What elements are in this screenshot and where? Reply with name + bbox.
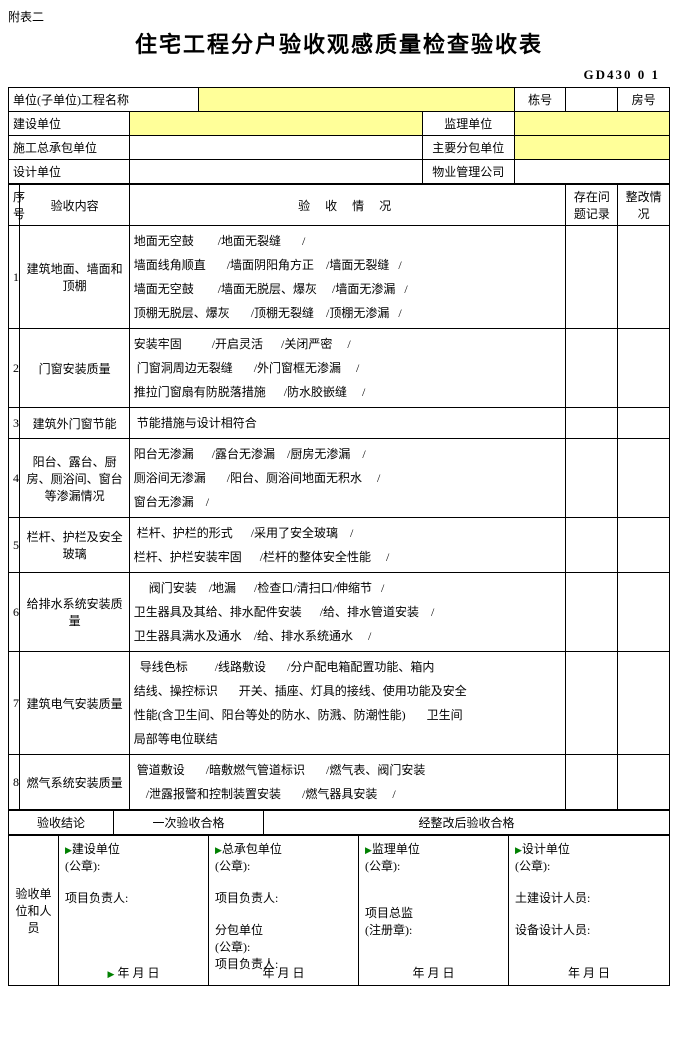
pass-once: 一次验收合格 [114,811,264,835]
row-issues[interactable] [566,439,618,518]
row-rectify[interactable] [618,652,670,755]
row-situation[interactable]: 栏杆、护栏的形式 /采用了安全玻璃 /栏杆、护栏安装牢固 /栏杆的整体安全性能 … [129,518,566,573]
conclusion-table: 验收结论 一次验收合格 经整改后验收合格 [8,810,670,835]
room-no-label: 房号 [618,88,670,112]
row-seq: 1 [9,226,20,329]
row-situation[interactable]: 地面无空鼓 /地面无裂缝 /墙面线角顺直 /墙面阴阳角方正 /墙面无裂缝 /墙面… [129,226,566,329]
row-rectify[interactable] [618,329,670,408]
row-issues[interactable] [566,573,618,652]
row-seq: 2 [9,329,20,408]
row-issues[interactable] [566,408,618,439]
col-rectify: 整改情况 [618,185,670,226]
signature-table: 验收单位和人员 ▶建设单位 (公章): 项目负责人: ▶ 年 月 日 ▶总承包单… [8,835,670,986]
property-mgmt-label: 物业管理公司 [422,160,514,184]
row-seq: 4 [9,439,20,518]
col-issues: 存在问题记录 [566,185,618,226]
design-unit-label: 设计单位 [9,160,130,184]
row-seq: 5 [9,518,20,573]
building-no-label: 栋号 [514,88,566,112]
row-situation[interactable]: 管道敷设 /暗敷燃气管道标识 /燃气表、阀门安装 /泄露报警和控制装置安装 /燃… [129,755,566,810]
row-issues[interactable] [566,755,618,810]
row-content: 燃气系统安装质量 [20,755,129,810]
inspection-table: 序号 验收内容 验 收 情 况 存在问题记录 整改情况 1建筑地面、墙面和顶棚地… [8,184,670,810]
row-content: 给排水系统安装质量 [20,573,129,652]
row-rectify[interactable] [618,518,670,573]
unit-project-label: 单位(子单位)工程名称 [9,88,199,112]
row-situation[interactable]: 安装牢固 /开启灵活 /关闭严密 / 门窗洞周边无裂缝 /外门窗框无渗漏 /推拉… [129,329,566,408]
tri-icon: ▶ [515,845,522,855]
row-issues[interactable] [566,329,618,408]
supervise-unit-label: 监理单位 [422,112,514,136]
sub-contractor-label: 主要分包单位 [422,136,514,160]
building-no-value[interactable] [566,88,618,112]
row-seq: 7 [9,652,20,755]
row-issues[interactable] [566,652,618,755]
row-seq: 3 [9,408,20,439]
row-situation[interactable]: 导线色标 /线路敷设 /分户配电箱配置功能、箱内结线、操控标识 开关、插座、灯具… [129,652,566,755]
supervise-unit-value[interactable] [514,112,669,136]
form-code: GD430 0 1 [8,67,670,83]
sub-contractor-value[interactable] [514,136,669,160]
row-content: 建筑地面、墙面和顶棚 [20,226,129,329]
row-content: 建筑外门窗节能 [20,408,129,439]
row-situation[interactable]: 阳台无渗漏 /露台无渗漏 /厨房无渗漏 /厕浴间无渗漏 /阳台、厕浴间地面无积水… [129,439,566,518]
conclusion-label: 验收结论 [9,811,114,835]
header-table: 单位(子单位)工程名称 栋号 房号 建设单位 监理单位 施工总承包单位 主要分包… [8,87,670,184]
contractor-value[interactable] [129,136,422,160]
row-rectify[interactable] [618,755,670,810]
row-content: 栏杆、护栏及安全玻璃 [20,518,129,573]
build-unit-label: 建设单位 [9,112,130,136]
row-issues[interactable] [566,518,618,573]
build-unit-value[interactable] [129,112,422,136]
design-unit-value[interactable] [129,160,422,184]
tri-icon: ▶ [365,845,372,855]
appendix-label: 附表二 [8,8,670,25]
property-mgmt-value[interactable] [514,160,669,184]
col-seq: 序号 [9,185,20,226]
row-content: 阳台、露台、厨房、厕浴间、窗台等渗漏情况 [20,439,129,518]
form-title: 住宅工程分户验收观感质量检查验收表 [8,27,670,59]
row-rectify[interactable] [618,226,670,329]
tri-icon: ▶ [215,845,222,855]
row-content: 建筑电气安装质量 [20,652,129,755]
sig-design[interactable]: ▶设计单位 (公章): 土建设计人员: 设备设计人员: 年 月 日 [509,836,670,986]
row-situation[interactable]: 节能措施与设计相符合 [129,408,566,439]
pass-after: 经整改后验收合格 [264,811,670,835]
row-rectify[interactable] [618,408,670,439]
sig-row-label: 验收单位和人员 [9,836,59,986]
row-seq: 6 [9,573,20,652]
row-content: 门窗安装质量 [20,329,129,408]
row-rectify[interactable] [618,573,670,652]
row-seq: 8 [9,755,20,810]
tri-icon: ▶ [65,845,72,855]
sig-supervise[interactable]: ▶监理单位 (公章): 项目总监 (注册章): 年 月 日 [359,836,509,986]
row-situation[interactable]: 阀门安装 /地漏 /检查口/清扫口/伸缩节 /卫生器具及其给、排水配件安装 /给… [129,573,566,652]
sig-contractor[interactable]: ▶总承包单位 (公章): 项目负责人: 分包单位 (公章): 项目负责人: 年 … [209,836,359,986]
unit-project-value[interactable] [198,88,514,112]
sig-build[interactable]: ▶建设单位 (公章): 项目负责人: ▶ 年 月 日 [59,836,209,986]
col-content: 验收内容 [20,185,129,226]
contractor-label: 施工总承包单位 [9,136,130,160]
row-rectify[interactable] [618,439,670,518]
row-issues[interactable] [566,226,618,329]
col-situation: 验 收 情 况 [129,185,566,226]
